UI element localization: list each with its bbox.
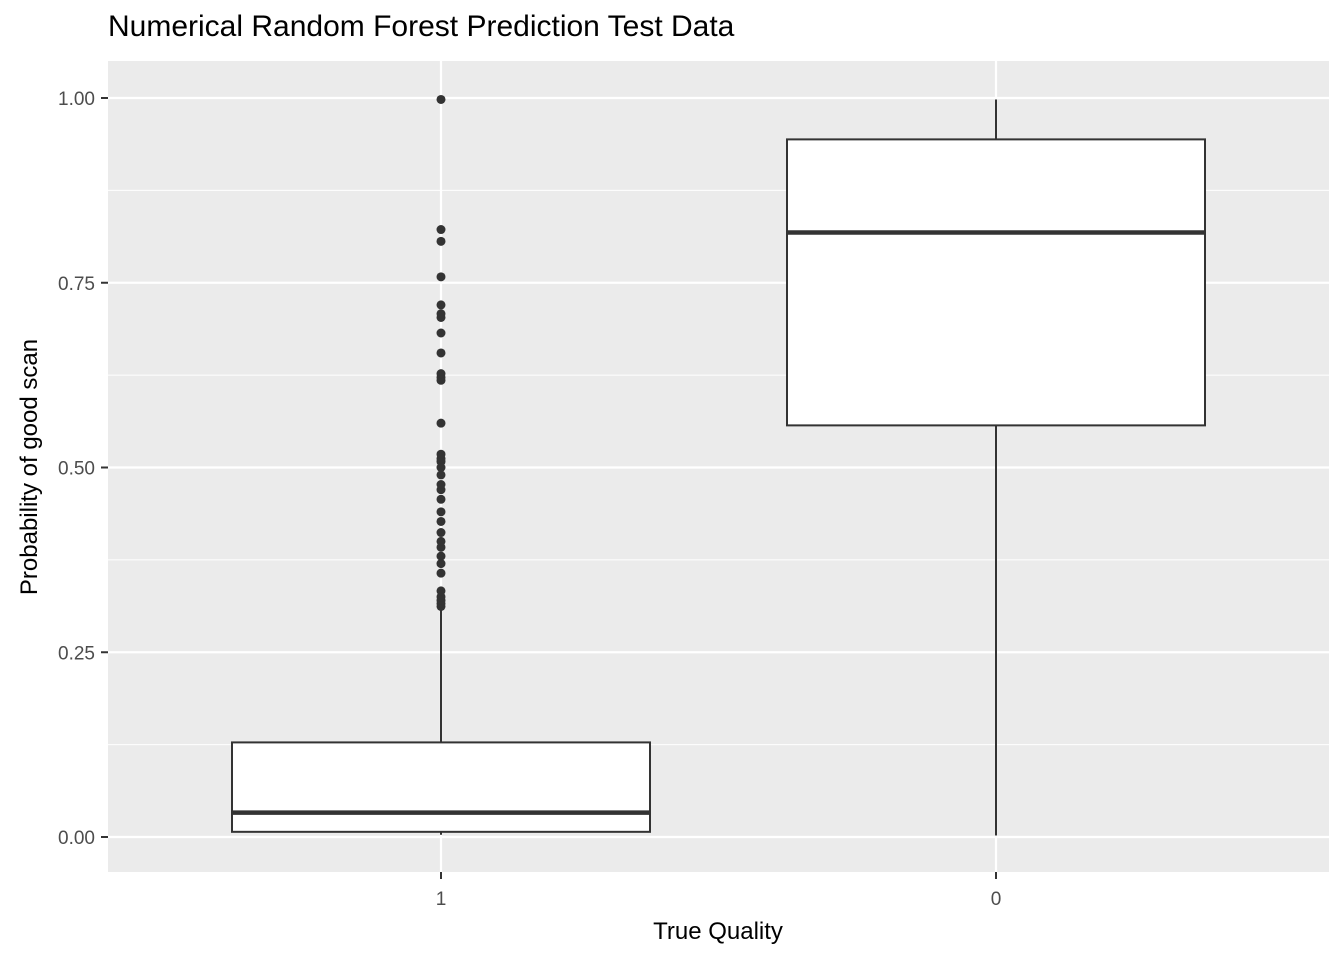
outlier-point: [436, 236, 446, 246]
outlier-point: [436, 369, 446, 379]
outlier-point: [436, 551, 446, 561]
outlier-point: [436, 568, 446, 578]
outlier-point: [436, 328, 446, 338]
outlier-point: [436, 348, 446, 358]
y-tick-label: 0.00: [58, 828, 95, 849]
x-axis-title: True Quality: [653, 918, 783, 945]
box-iqr: [786, 138, 1206, 427]
outlier-point: [436, 300, 446, 310]
outlier-point: [436, 309, 446, 319]
outlier-point: [436, 536, 446, 546]
box-iqr: [231, 741, 651, 833]
axes: 0.00 0.25 0.50 0.75 1.00 1 0: [58, 89, 1001, 910]
y-tick-label: 0.75: [58, 274, 95, 295]
box-0: [786, 99, 1206, 836]
outlier-point: [436, 507, 446, 517]
outlier-point: [436, 94, 446, 104]
box-1: [231, 94, 651, 835]
outlier-point: [436, 516, 446, 526]
x-tick-label: 0: [991, 889, 1002, 910]
outlier-point: [436, 494, 446, 504]
outlier-point: [436, 528, 446, 538]
outlier-point: [436, 559, 446, 569]
outlier-point: [436, 272, 446, 282]
outlier-point: [436, 470, 446, 480]
y-tick-label: 1.00: [58, 89, 95, 110]
outlier-point: [436, 418, 446, 428]
outlier-point: [436, 586, 446, 596]
y-tick-label: 0.25: [58, 643, 95, 664]
outlier-point: [436, 479, 446, 489]
outlier-point: [436, 449, 446, 459]
outlier-point: [436, 225, 446, 235]
x-tick-label: 1: [436, 889, 447, 910]
box-plots: [231, 94, 1206, 836]
y-tick-label: 0.50: [58, 459, 95, 480]
y-axis-title: Probability of good scan: [16, 339, 43, 595]
chart-title: Numerical Random Forest Prediction Test …: [108, 10, 735, 43]
